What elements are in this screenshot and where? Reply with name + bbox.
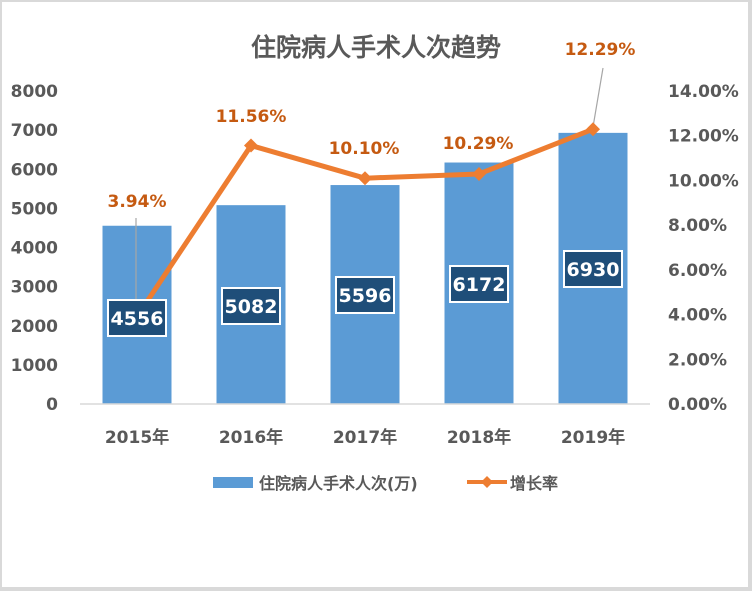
legend-line-label: 增长率 [510, 474, 558, 493]
legend-bar-swatch-icon [213, 477, 253, 488]
y-axis-right: 0.00% 2.00% 4.00% 6.00% 8.00% 10.00% 12.00% 14.… [668, 82, 739, 415]
line-series [133, 122, 600, 320]
x-tick-label: 2015年 [105, 427, 169, 448]
bar-label-box [107, 299, 167, 337]
x-tick-label: 2018年 [447, 427, 511, 448]
diamond-marker-icon [244, 138, 258, 153]
y-left-tick-label: 4000 [11, 239, 58, 259]
chart-title: 住院病人手术人次趋势 [251, 33, 501, 62]
y-right-tick-label: 4.00% [668, 306, 727, 326]
y-left-tick-label: 2000 [11, 317, 58, 337]
y-right-tick-label: 2.00% [668, 350, 727, 370]
line-data-label: 3.94% [108, 192, 167, 212]
bar-label-box [335, 276, 395, 314]
y-right-tick-label: 6.00% [668, 261, 727, 281]
y-right-tick-label: 10.00% [668, 171, 739, 191]
x-axis: 2015年 2016年 2017年 2018年 2019年 [105, 427, 625, 448]
line-data-labels: 3.94% 11.56% 10.10% 10.29% 12.29% [108, 40, 636, 212]
y-left-tick-label: 3000 [11, 278, 58, 298]
y-right-tick-label: 12.00% [668, 127, 739, 147]
line-data-label: 11.56% [216, 107, 287, 127]
line-data-label: 10.10% [329, 139, 400, 159]
y-left-tick-label: 5000 [11, 199, 58, 219]
bar-data-label: 5082 [225, 296, 278, 318]
legend-diamond-icon [481, 476, 493, 488]
y-left-tick-label: 8000 [11, 82, 58, 102]
bar-data-label: 5596 [339, 285, 392, 307]
diamond-marker-icon [358, 171, 372, 186]
y-right-tick-label: 8.00% [668, 216, 727, 236]
y-left-tick-label: 1000 [11, 356, 58, 376]
x-tick-label: 2017年 [333, 427, 397, 448]
y-axis-left: 0 1000 2000 3000 4000 5000 6000 7000 8000 [11, 82, 58, 415]
bar-data-label: 6930 [567, 259, 620, 281]
bar-label-box [221, 287, 281, 325]
diamond-marker-icon [586, 122, 600, 137]
bar-data-labels: 4556 5082 5596 6172 6930 [107, 250, 623, 337]
legend: 住院病人手术人次(万) 增长率 [213, 474, 558, 493]
line-data-label: 10.29% [443, 134, 514, 154]
bar-label-box [563, 250, 623, 288]
y-right-tick-label: 14.00% [668, 82, 739, 102]
x-tick-label: 2019年 [561, 427, 625, 448]
bar-data-label: 6172 [453, 274, 506, 296]
y-left-tick-label: 0 [46, 395, 58, 415]
diamond-marker-icon [472, 166, 486, 181]
legend-bar-label: 住院病人手术人次(万) [259, 474, 418, 493]
bar-data-label: 4556 [111, 308, 164, 330]
leader-line-2019 [592, 67, 604, 128]
line-data-label: 12.29% [565, 40, 636, 60]
y-right-tick-label: 0.00% [668, 395, 727, 415]
x-tick-label: 2016年 [219, 427, 283, 448]
bar-label-box [449, 265, 509, 303]
y-left-tick-label: 7000 [11, 121, 58, 141]
y-left-tick-label: 6000 [11, 160, 58, 180]
